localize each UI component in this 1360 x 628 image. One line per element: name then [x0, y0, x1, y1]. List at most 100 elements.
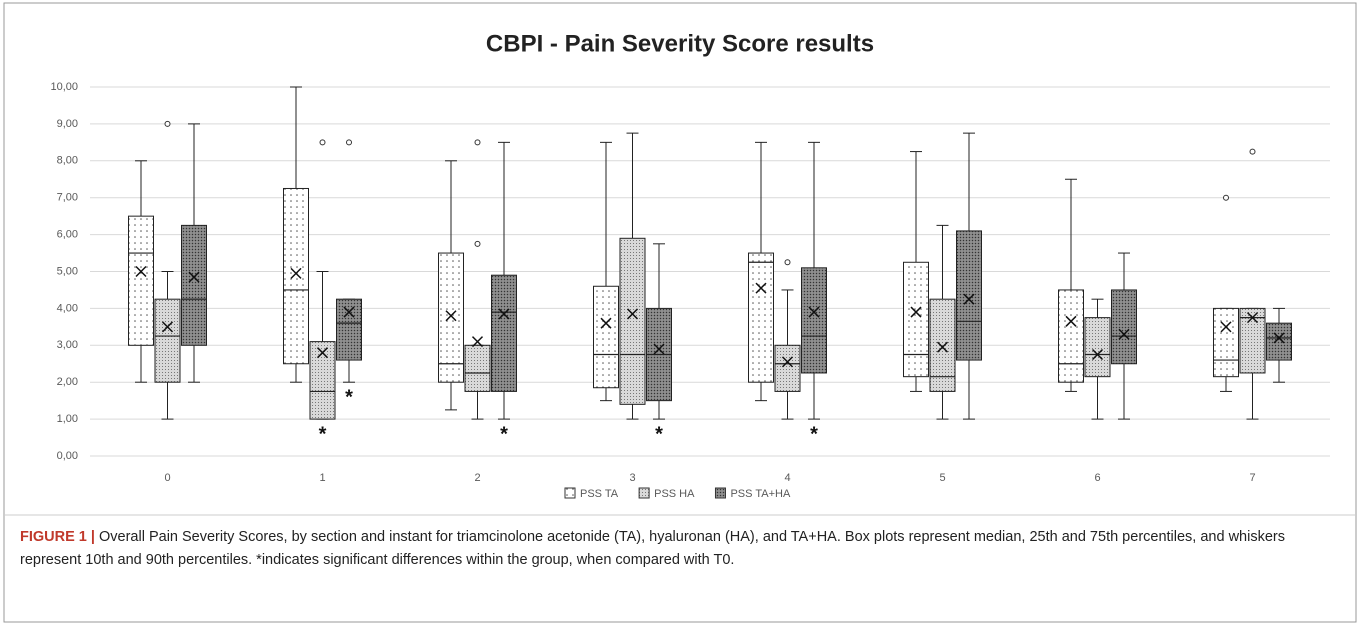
mean-stroke: [135, 265, 147, 278]
y-tick-label: 7,00: [57, 192, 78, 204]
box: [283, 187, 309, 365]
mean: [600, 317, 612, 329]
mean-stroke: [808, 306, 820, 318]
significance-marker: *: [655, 423, 663, 445]
mean: [963, 293, 975, 305]
mean-stroke: [626, 308, 639, 320]
mean: [1220, 321, 1232, 333]
mean: [808, 306, 820, 318]
x-tick-label: 2: [474, 472, 480, 484]
caption: FIGURE 1 | Overall Pain Severity Scores,…: [20, 526, 1340, 572]
box: [929, 298, 956, 392]
significance-marker: *: [500, 423, 508, 445]
mean-stroke: [1273, 332, 1285, 344]
box: [1239, 307, 1266, 374]
box: [1266, 322, 1292, 361]
outlier: [319, 139, 326, 146]
box: [1111, 289, 1137, 365]
mean-stroke: [1065, 315, 1077, 327]
mean-stroke: [781, 356, 794, 368]
box: [491, 274, 517, 392]
mean: [1273, 332, 1285, 344]
mean-stroke: [653, 343, 665, 355]
y-tick-label: 2,00: [57, 376, 78, 388]
mean-stroke: [1220, 321, 1232, 333]
mean: [1118, 328, 1130, 340]
legend-label: PSS HA: [654, 488, 695, 500]
mean: [910, 306, 922, 318]
outlier: [474, 240, 481, 247]
box: [309, 341, 336, 420]
legend-label: PSS TA: [580, 488, 619, 500]
y-tick-label: 8,00: [57, 155, 78, 167]
box: [956, 230, 982, 361]
caption-text: Overall Pain Severity Scores, by section…: [20, 529, 1285, 568]
box: [464, 344, 491, 392]
box: [154, 298, 181, 383]
legend-label: PSS TA+HA: [730, 488, 790, 500]
mean: [471, 336, 484, 348]
box: [1084, 317, 1111, 378]
mean-stroke: [188, 271, 200, 283]
mean: [445, 310, 457, 322]
mean-stroke: [161, 321, 174, 333]
box: [774, 344, 801, 392]
mean: [1065, 315, 1077, 327]
y-tick-label: 3,00: [57, 339, 78, 351]
x-tick-label: 6: [1094, 472, 1100, 484]
chart-title: CBPI - Pain Severity Score results: [486, 30, 874, 57]
significance-marker: *: [345, 386, 353, 408]
mean: [188, 271, 200, 283]
box: [1058, 289, 1084, 383]
mean: [343, 306, 355, 318]
x-tick-label: 4: [784, 472, 790, 484]
significance-marker: *: [810, 423, 818, 445]
y-tick-label: 9,00: [57, 118, 78, 130]
mean: [1246, 312, 1259, 324]
mean-stroke: [1091, 348, 1104, 361]
mean: [781, 356, 794, 368]
x-tick-label: 0: [164, 472, 170, 484]
box: [1213, 307, 1239, 378]
y-tick-label: 5,00: [57, 265, 78, 277]
mean-stroke: [755, 282, 767, 294]
mean-stroke: [290, 267, 302, 279]
box: [619, 237, 646, 405]
legend-swatch: [638, 487, 650, 499]
significance-marker: *: [319, 423, 327, 445]
mean-stroke: [910, 306, 922, 318]
mean: [755, 282, 767, 294]
mean: [498, 308, 510, 320]
caption-label: FIGURE 1 |: [20, 529, 95, 545]
outlier: [164, 120, 171, 127]
mean-stroke: [498, 308, 510, 320]
box: [128, 215, 154, 346]
x-tick-label: 5: [939, 472, 945, 484]
mean: [653, 343, 665, 355]
box: [438, 252, 464, 383]
outlier: [1249, 148, 1256, 155]
x-tick-label: 1: [319, 472, 325, 484]
mean-stroke: [1118, 328, 1130, 340]
outlier: [474, 139, 481, 146]
y-tick-label: 10,00: [50, 81, 78, 93]
mean: [290, 267, 302, 279]
y-tick-label: 1,00: [57, 413, 78, 425]
x-tick-label: 7: [1249, 472, 1255, 484]
mean-stroke: [471, 336, 484, 348]
box: [181, 224, 207, 346]
mean-stroke: [600, 317, 612, 329]
legend-swatch: [564, 487, 576, 499]
outlier: [784, 259, 791, 266]
box: [903, 261, 929, 378]
outlier: [346, 139, 352, 146]
y-tick-label: 4,00: [57, 302, 78, 314]
mean: [161, 321, 174, 333]
mean: [135, 265, 147, 278]
frame: [3, 2, 1357, 623]
mean: [316, 347, 329, 359]
box: [593, 285, 619, 389]
x-tick-label: 3: [629, 472, 635, 484]
